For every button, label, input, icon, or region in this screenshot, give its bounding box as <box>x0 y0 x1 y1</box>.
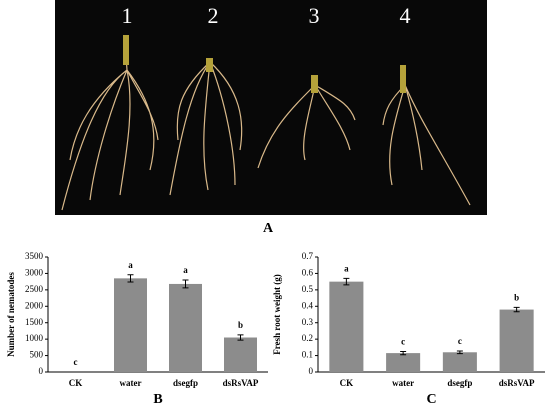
bar <box>169 283 202 372</box>
panel-label: A <box>263 221 274 236</box>
root-label: 2 <box>208 3 219 28</box>
y-tick-label: 0 <box>39 366 44 376</box>
error-bar <box>513 306 520 313</box>
error-bar <box>237 334 244 341</box>
x-tick-label: dsRsVAP <box>499 378 535 388</box>
significance-label: c <box>401 337 405 347</box>
error-bar <box>400 350 407 356</box>
significance-label: b <box>238 320 243 330</box>
significance-label: c <box>458 336 462 346</box>
photo-background <box>55 0 487 215</box>
x-tick-label: CK <box>69 378 83 388</box>
y-tick-label: 0.3 <box>302 317 314 327</box>
y-tick-label: 0.5 <box>302 284 314 294</box>
bar <box>224 337 257 372</box>
y-tick-label: 2500 <box>25 284 44 294</box>
y-tick-label: 3000 <box>25 267 44 277</box>
bar <box>114 278 147 372</box>
panel-label: C <box>426 392 436 407</box>
x-tick-label: dsRsVAP <box>223 378 259 388</box>
error-bar <box>127 274 134 283</box>
error-bar <box>343 277 350 286</box>
y-tick-label: 0.6 <box>302 267 314 277</box>
x-tick-label: dsegfp <box>447 378 472 388</box>
y-tick-label: 2000 <box>25 300 44 310</box>
bar <box>499 309 534 372</box>
root-label: 1 <box>122 3 133 28</box>
panel-label: B <box>153 392 162 407</box>
shoot <box>311 75 318 93</box>
significance-label: a <box>183 265 188 275</box>
y-tick-label: 500 <box>30 350 44 360</box>
significance-label: a <box>344 263 349 273</box>
y-tick-label: 1500 <box>25 317 44 327</box>
y-tick-label: 0 <box>309 366 314 376</box>
x-tick-label: CK <box>340 378 354 388</box>
bar <box>442 352 477 372</box>
y-tick-label: 3500 <box>25 251 44 261</box>
y-tick-label: 0.1 <box>302 350 313 360</box>
root-label: 3 <box>309 3 320 28</box>
root-label: 4 <box>400 3 411 28</box>
y-tick-label: 0.2 <box>302 333 313 343</box>
x-tick-label: water <box>120 378 142 388</box>
y-axis-title: Number of nematodes <box>6 272 16 357</box>
y-tick-label: 0.7 <box>302 251 314 261</box>
bar <box>329 281 364 372</box>
bar <box>386 353 421 372</box>
y-axis-title: Fresh root weight (g) <box>272 274 282 354</box>
roots <box>61 35 471 211</box>
significance-label: b <box>514 292 519 302</box>
photo: 1 2 3 4 <box>55 0 487 215</box>
y-tick-label: 1000 <box>25 333 44 343</box>
x-tick-label: dsegfp <box>173 378 198 388</box>
error-bar <box>182 279 189 289</box>
significance-label: a <box>128 260 133 270</box>
x-tick-label: water <box>392 378 414 388</box>
shoot <box>206 58 213 72</box>
shoot <box>123 35 129 65</box>
y-tick-label: 0.4 <box>302 300 314 310</box>
significance-label: c <box>74 357 78 367</box>
shoot <box>400 65 406 93</box>
error-bar <box>456 350 463 355</box>
